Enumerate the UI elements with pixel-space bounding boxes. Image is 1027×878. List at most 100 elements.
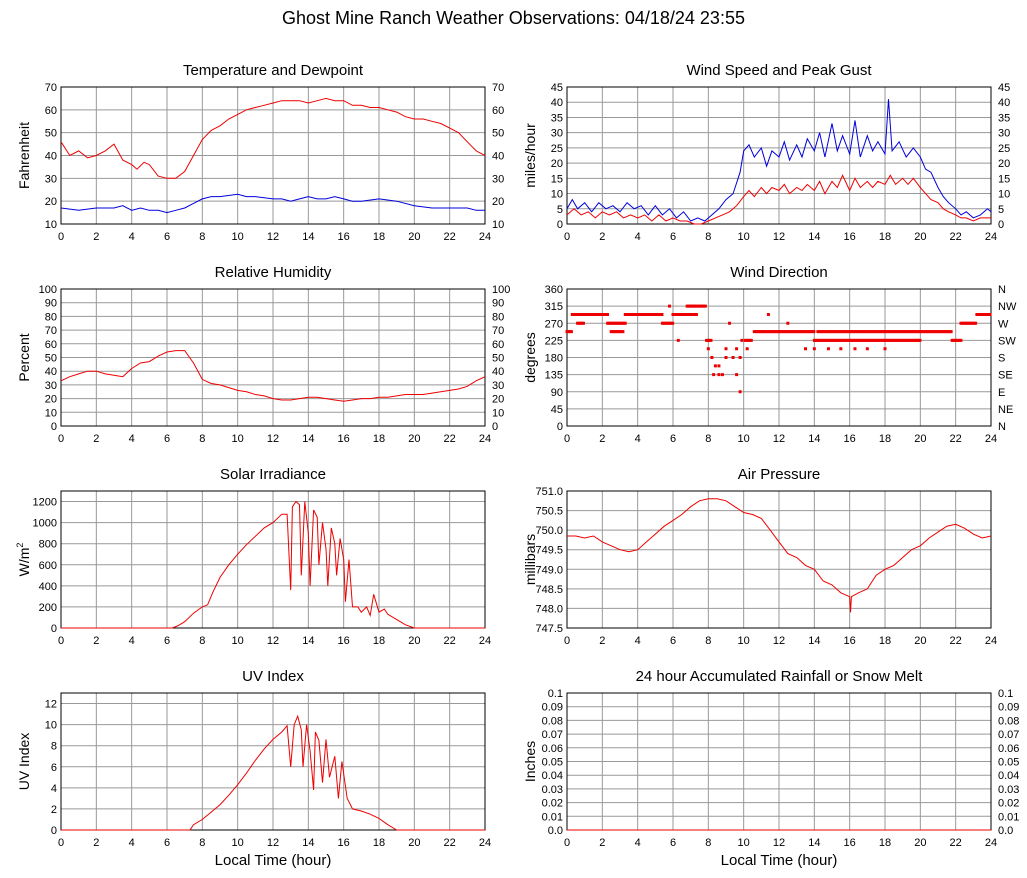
- pressure-x-tick-label: 8: [705, 635, 711, 647]
- dir-point: [735, 373, 739, 377]
- uv-x-tick-label: 10: [232, 837, 244, 849]
- dir-x-tick-label: 12: [773, 433, 785, 445]
- wind-x-tick-label: 20: [914, 231, 926, 243]
- pressure-series-red: [567, 498, 991, 613]
- temp-x-tick-label: 14: [302, 231, 314, 243]
- wind-right-tick-label: 20: [998, 158, 1010, 170]
- dir-point: [766, 312, 770, 316]
- dir-right-tick-label: N: [998, 284, 1006, 296]
- wind-x-tick-label: 2: [599, 231, 605, 243]
- rh-right-tick-label: 100: [492, 284, 510, 296]
- rain-y-tick-label: 0.07: [542, 729, 563, 741]
- rain-x-tick-label: 14: [808, 837, 820, 849]
- rain-y-tick-label: 0.1: [548, 688, 563, 700]
- wind-y-tick-label: 45: [551, 82, 563, 94]
- uv-y-tick-label: 0: [51, 825, 57, 837]
- dir-right-tick-label: NE: [998, 404, 1013, 416]
- dir-right-tick-label: SW: [998, 335, 1016, 347]
- rain-x-tick-label: 16: [844, 837, 856, 849]
- temp-y-tick-label: 30: [45, 173, 57, 185]
- temp-right-tick-label: 40: [492, 151, 504, 163]
- temp-y-tick-label: 20: [45, 196, 57, 208]
- rain-right-tick-label: 0.02: [998, 798, 1019, 810]
- dir-point: [853, 347, 857, 351]
- solar-x-tick-label: 10: [232, 635, 244, 647]
- uv-y-axis-label: UV Index: [16, 733, 32, 791]
- uv-x-tick-label: 6: [164, 837, 170, 849]
- dir-point: [605, 312, 609, 316]
- dir-point: [826, 347, 830, 351]
- rh-right-tick-label: 50: [492, 353, 504, 365]
- temp-series-blue: [61, 193, 485, 214]
- pressure-x-tick-label: 18: [879, 635, 891, 647]
- rh-y-tick-label: 10: [45, 407, 57, 419]
- uv-x-tick-label: 12: [267, 837, 279, 849]
- temp-right-tick-label: 50: [492, 128, 504, 140]
- temp-x-tick-label: 18: [373, 231, 385, 243]
- rain-y-tick-label: 0.01: [542, 811, 563, 823]
- dir-point: [988, 312, 992, 316]
- pressure-y-tick-label: 748.5: [535, 584, 563, 596]
- rh-right-tick-label: 0: [492, 421, 498, 433]
- dir-point: [717, 373, 721, 377]
- dir-x-tick-label: 4: [635, 433, 641, 445]
- rh-series-red: [61, 350, 485, 402]
- rain-chart: 24 hour Accumulated Rainfall or Snow Mel…: [522, 668, 1019, 869]
- dir-right-tick-label: SE: [998, 370, 1013, 382]
- rh-right-tick-label: 40: [492, 366, 504, 378]
- pressure-y-axis-label: millibars: [522, 534, 538, 585]
- pressure-x-tick-label: 2: [599, 635, 605, 647]
- dir-y-tick-label: 135: [545, 370, 563, 382]
- dir-point: [724, 347, 728, 351]
- rain-x-tick-label: 12: [773, 837, 785, 849]
- wind-x-tick-label: 14: [808, 231, 820, 243]
- solar-x-tick-label: 22: [444, 635, 456, 647]
- dir-right-tick-label: W: [998, 318, 1009, 330]
- rain-y-tick-label: 0.0: [548, 825, 563, 837]
- pressure-y-tick-label: 751.0: [535, 486, 563, 498]
- dir-point: [717, 364, 721, 368]
- solar-x-tick-label: 18: [373, 635, 385, 647]
- dir-point: [623, 321, 627, 325]
- wind-y-tick-label: 30: [551, 128, 563, 140]
- dir-point: [735, 347, 739, 351]
- dir-right-tick-label: NW: [998, 301, 1017, 313]
- rh-x-tick-label: 14: [302, 433, 314, 445]
- rh-x-tick-label: 12: [267, 433, 279, 445]
- rh-right-tick-label: 20: [492, 394, 504, 406]
- wind-title: Wind Speed and Peak Gust: [686, 62, 872, 79]
- pressure-y-tick-label: 749.5: [535, 545, 563, 557]
- solar-x-tick-label: 20: [408, 635, 420, 647]
- rain-right-tick-label: 0.06: [998, 743, 1019, 755]
- rh-y-tick-label: 90: [45, 298, 57, 310]
- dir-point: [720, 373, 724, 377]
- temp-x-tick-label: 22: [444, 231, 456, 243]
- solar-y-tick-label: 1000: [33, 518, 57, 530]
- rain-x-tick-label: 8: [705, 837, 711, 849]
- rh-right-tick-label: 30: [492, 380, 504, 392]
- dir-point: [706, 347, 710, 351]
- solar-x-tick-label: 24: [479, 635, 491, 647]
- rh-y-tick-label: 0: [51, 421, 57, 433]
- rh-title: Relative Humidity: [215, 264, 332, 281]
- dir-point: [804, 347, 807, 351]
- rain-right-tick-label: 0.04: [998, 770, 1019, 782]
- uv-y-tick-label: 8: [51, 741, 57, 753]
- wind-right-tick-label: 45: [998, 82, 1010, 94]
- rain-right-tick-label: 0.0: [998, 825, 1013, 837]
- temp-x-tick-label: 24: [479, 231, 491, 243]
- pressure-x-tick-label: 6: [670, 635, 676, 647]
- rh-x-tick-label: 16: [338, 433, 350, 445]
- wind-x-tick-label: 24: [985, 231, 997, 243]
- rh-right-tick-label: 60: [492, 339, 504, 351]
- temp-y-tick-label: 50: [45, 128, 57, 140]
- rain-right-tick-label: 0.01: [998, 811, 1019, 823]
- rh-right-tick-label: 70: [492, 325, 504, 337]
- rain-right-tick-label: 0.05: [998, 757, 1019, 769]
- wind-right-tick-label: 35: [998, 112, 1010, 124]
- temp-x-tick-label: 4: [129, 231, 135, 243]
- uv-x-tick-label: 4: [129, 837, 135, 849]
- solar-x-tick-label: 8: [199, 635, 205, 647]
